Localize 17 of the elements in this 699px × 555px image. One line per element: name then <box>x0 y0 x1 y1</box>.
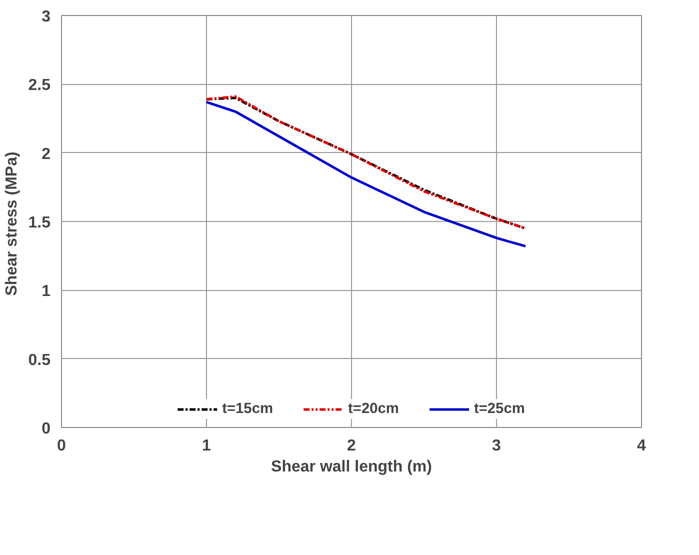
y-tick-label: 0 <box>42 420 51 438</box>
y-tick-label: 3 <box>42 8 51 26</box>
x-tick-label: 1 <box>202 438 212 454</box>
legend-label: t=15cm <box>222 401 274 417</box>
y-tick-label: 1 <box>42 283 51 300</box>
legend-label: t=25cm <box>474 401 525 417</box>
x-axis-title: Shear wall length (m) <box>271 458 432 476</box>
x-tick-label: 2 <box>347 438 356 454</box>
y-tick-label: 1.5 <box>28 214 51 232</box>
y-axis-title: Shear stress (MPa) <box>3 152 20 296</box>
x-tick-label: 3 <box>492 438 502 454</box>
y-tick-label: 2 <box>42 146 51 163</box>
y-tick-label: 0.5 <box>28 352 51 369</box>
x-tick-label: 4 <box>637 438 646 454</box>
x-tick-label: 0 <box>57 438 66 454</box>
y-tick-label: 2.5 <box>28 77 51 94</box>
legend-label: t=20cm <box>348 401 399 417</box>
